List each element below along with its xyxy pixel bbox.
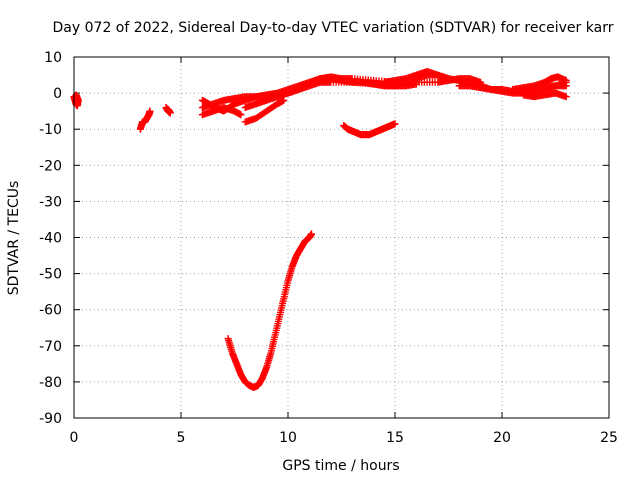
x-tick-label: 20 [493, 430, 511, 446]
grid [74, 57, 609, 418]
y-tick-label: -60 [39, 303, 62, 319]
plot-frame [73, 56, 610, 419]
y-tick-label: -10 [39, 122, 62, 138]
y-tick-label: -70 [39, 339, 62, 355]
data-point [237, 111, 245, 119]
y-tick-label: -30 [39, 194, 62, 210]
series-arc-deep [224, 230, 316, 391]
x-tick-label: 25 [600, 430, 618, 446]
x-axis-label: GPS time / hours [282, 458, 399, 474]
data-point [562, 93, 570, 101]
x-tick-label: 10 [279, 430, 297, 446]
series-arc-main-7 [455, 82, 570, 95]
y-axis-label: SDTVAR / TECUs [6, 181, 22, 296]
x-tick-label: 5 [177, 430, 186, 446]
y-tick-label: 0 [53, 86, 62, 102]
x-tick-label: 15 [386, 430, 404, 446]
y-tick-label: -50 [39, 267, 62, 283]
data-point [391, 120, 399, 128]
series-arc-dip [340, 120, 399, 139]
series-arc-main-5 [241, 96, 288, 126]
y-tick-label: -40 [39, 231, 62, 247]
y-tick-labels: 10 0 -10 -20 -30 -40 -50 -60 -70 -80 -90 [39, 50, 62, 427]
data-point [562, 76, 570, 84]
data-point [71, 95, 79, 103]
y-tick-label: -90 [39, 411, 62, 427]
data-point [146, 107, 154, 115]
y-tick-label: -80 [39, 375, 62, 391]
series-arc-3h [136, 107, 154, 133]
series-arc-main-8 [509, 73, 570, 93]
data-point [280, 96, 288, 104]
x-tick-label: 0 [70, 430, 79, 446]
y-tick-label: 10 [44, 50, 62, 66]
y-tick-label: -20 [39, 158, 62, 174]
chart-title: Day 072 of 2022, Sidereal Day-to-day VTE… [53, 20, 614, 36]
data-point [164, 105, 172, 113]
series-arc-early [70, 91, 82, 110]
data-points [70, 67, 570, 391]
series-arc-main-3 [198, 104, 245, 119]
series-arc-main-9 [519, 89, 570, 101]
x-tick-labels: 0 5 10 15 20 25 [70, 430, 618, 446]
series-arc-4h [162, 104, 174, 117]
data-point [308, 230, 316, 238]
